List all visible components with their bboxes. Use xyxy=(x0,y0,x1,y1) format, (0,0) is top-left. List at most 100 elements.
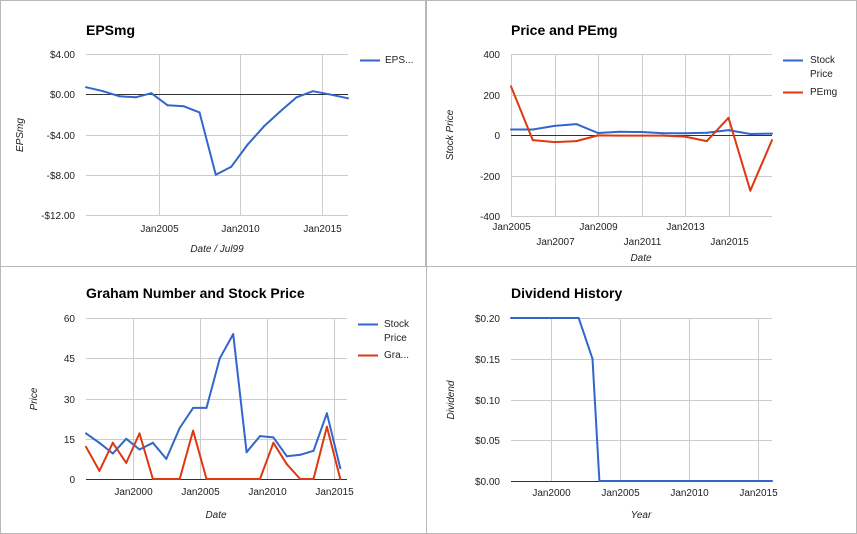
y-axis-title: Stock Price xyxy=(445,109,456,160)
data-point xyxy=(214,173,217,176)
data-point xyxy=(111,441,114,444)
data-point xyxy=(640,134,643,137)
series-line xyxy=(511,317,772,482)
data-point xyxy=(259,478,261,480)
data-point xyxy=(727,129,730,132)
data-point xyxy=(684,135,686,138)
data-point xyxy=(165,457,168,460)
series-line xyxy=(85,333,342,469)
data-point xyxy=(205,478,208,480)
data-point xyxy=(312,478,315,480)
data-point xyxy=(575,140,578,143)
data-point xyxy=(245,451,248,454)
data-point xyxy=(299,453,302,456)
y-tick-label: 60 xyxy=(64,314,76,325)
data-point xyxy=(705,140,708,143)
x-axis-title: Date / Jul99 xyxy=(190,244,244,255)
y-tick-label: -400 xyxy=(480,212,500,223)
data-point xyxy=(618,134,621,137)
data-point xyxy=(312,449,315,452)
data-point xyxy=(262,125,265,128)
y-axis-title: EPSmg xyxy=(15,118,26,152)
data-point xyxy=(245,478,248,480)
data-point xyxy=(178,478,181,480)
eps-chart: EPSmg $4.00 $0.00 -$4.00 -$8.00 -$12.00 Jan200… xyxy=(15,22,413,255)
dividend-chart-panel: Dividend History $0.20 $0.15 $0.10 $0.05 $0.0… xyxy=(426,266,857,534)
y-tick-label: $0.00 xyxy=(475,477,500,488)
y-tick-label: 0 xyxy=(494,131,500,142)
data-point xyxy=(662,134,665,137)
data-point xyxy=(684,132,686,135)
y-tick-label: 200 xyxy=(483,91,500,102)
data-point xyxy=(339,467,342,470)
data-point xyxy=(597,132,599,134)
data-point xyxy=(339,478,342,480)
legend-label: Stock Price xyxy=(810,55,836,80)
x-tick-label: Jan2005 xyxy=(492,222,531,233)
x-axis-title: Date xyxy=(630,253,652,264)
legend-label: PEmg xyxy=(810,87,837,98)
x-tick-label: Jan2015 xyxy=(739,488,778,499)
x-tick-label: Jan2010 xyxy=(670,488,709,499)
data-point xyxy=(299,478,302,480)
x-tick-label: Jan2005 xyxy=(601,488,640,499)
data-point xyxy=(218,478,221,480)
y-tick-label: $0.20 xyxy=(475,314,500,325)
data-point xyxy=(182,105,185,108)
data-point xyxy=(205,406,208,409)
y-tick-label: -200 xyxy=(480,172,500,183)
data-point xyxy=(98,469,101,472)
data-point xyxy=(510,85,512,88)
data-point xyxy=(111,452,114,455)
data-point xyxy=(178,427,181,429)
x-axis-title: Year xyxy=(631,510,652,521)
data-point xyxy=(662,132,665,135)
y-tick-label: -$12.00 xyxy=(41,211,75,222)
data-point xyxy=(259,435,261,438)
eps-chart-panel: EPSmg $4.00 $0.00 -$4.00 -$8.00 -$12.00 Jan200… xyxy=(0,0,426,267)
x-tick-label: Jan2015 xyxy=(303,224,342,235)
y-tick-label: $4.00 xyxy=(50,50,75,61)
data-point xyxy=(134,96,137,99)
data-point xyxy=(192,429,195,432)
data-point xyxy=(295,96,298,99)
data-point xyxy=(553,124,556,127)
data-point xyxy=(347,97,349,100)
y-tick-label: 0 xyxy=(69,475,75,486)
x-tick-label: Jan2010 xyxy=(221,224,260,235)
x-tick-label: Jan2005 xyxy=(181,487,220,498)
data-point xyxy=(510,128,512,131)
data-point xyxy=(98,441,101,444)
data-point xyxy=(151,478,154,480)
chart-title: EPSmg xyxy=(86,22,135,38)
y-tick-label: 45 xyxy=(64,354,76,365)
data-point xyxy=(328,93,331,96)
graham-chart: Graham Number and Stock Price 60 45 30 15 0 Ja… xyxy=(29,285,410,521)
y-tick-label: $0.15 xyxy=(475,355,500,366)
data-point xyxy=(577,317,580,319)
data-point xyxy=(272,441,275,444)
data-point xyxy=(125,437,128,440)
y-axis-title: Price xyxy=(29,387,40,410)
x-tick-label: Jan2005 xyxy=(140,224,179,235)
data-point xyxy=(771,139,773,142)
data-point xyxy=(102,90,105,93)
data-point xyxy=(138,432,141,435)
x-tick-label: Jan2000 xyxy=(532,488,571,499)
data-point xyxy=(640,131,643,133)
x-tick-label: Jan2009 xyxy=(579,222,618,233)
chart-title: Price and PEmg xyxy=(511,22,618,38)
data-point xyxy=(531,139,534,142)
data-point xyxy=(125,461,128,464)
y-tick-label: $0.10 xyxy=(475,396,500,407)
chart-title: Graham Number and Stock Price xyxy=(86,285,305,301)
data-point xyxy=(85,86,87,89)
x-tick-label: Jan2015 xyxy=(710,237,749,248)
data-point xyxy=(232,333,235,336)
data-point xyxy=(510,317,512,319)
data-point xyxy=(705,131,708,134)
y-tick-label: $0.00 xyxy=(50,90,75,101)
data-point xyxy=(138,448,141,451)
data-point xyxy=(553,141,556,144)
